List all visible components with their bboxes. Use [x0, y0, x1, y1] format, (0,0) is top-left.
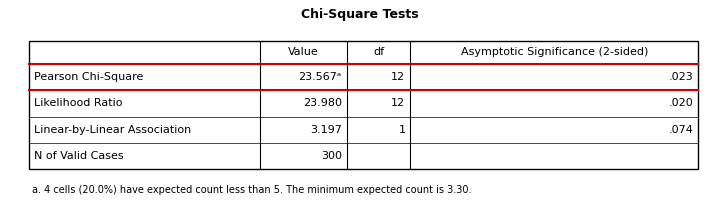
- Text: 1: 1: [398, 125, 405, 135]
- Text: N of Valid Cases: N of Valid Cases: [34, 151, 123, 161]
- Bar: [29, 41, 698, 169]
- Text: Chi-Square Tests: Chi-Square Tests: [301, 8, 419, 21]
- Text: Likelihood Ratio: Likelihood Ratio: [34, 99, 122, 109]
- Text: 300: 300: [321, 151, 342, 161]
- Text: a. 4 cells (20.0%) have expected count less than 5. The minimum expected count i: a. 4 cells (20.0%) have expected count l…: [32, 185, 472, 195]
- Text: 3.197: 3.197: [310, 125, 342, 135]
- Text: .020: .020: [669, 99, 693, 109]
- Text: 23.980: 23.980: [303, 99, 342, 109]
- Text: Linear-by-Linear Association: Linear-by-Linear Association: [34, 125, 191, 135]
- Text: Asymptotic Significance (2-sided): Asymptotic Significance (2-sided): [461, 47, 648, 57]
- Text: .074: .074: [668, 125, 693, 135]
- Text: Value: Value: [288, 47, 319, 57]
- Text: .023: .023: [669, 72, 693, 82]
- Text: df: df: [373, 47, 384, 57]
- Text: Pearson Chi-Square: Pearson Chi-Square: [34, 72, 143, 82]
- Text: 12: 12: [391, 72, 405, 82]
- Text: 23.567ᵃ: 23.567ᵃ: [299, 72, 342, 82]
- Text: 12: 12: [391, 99, 405, 109]
